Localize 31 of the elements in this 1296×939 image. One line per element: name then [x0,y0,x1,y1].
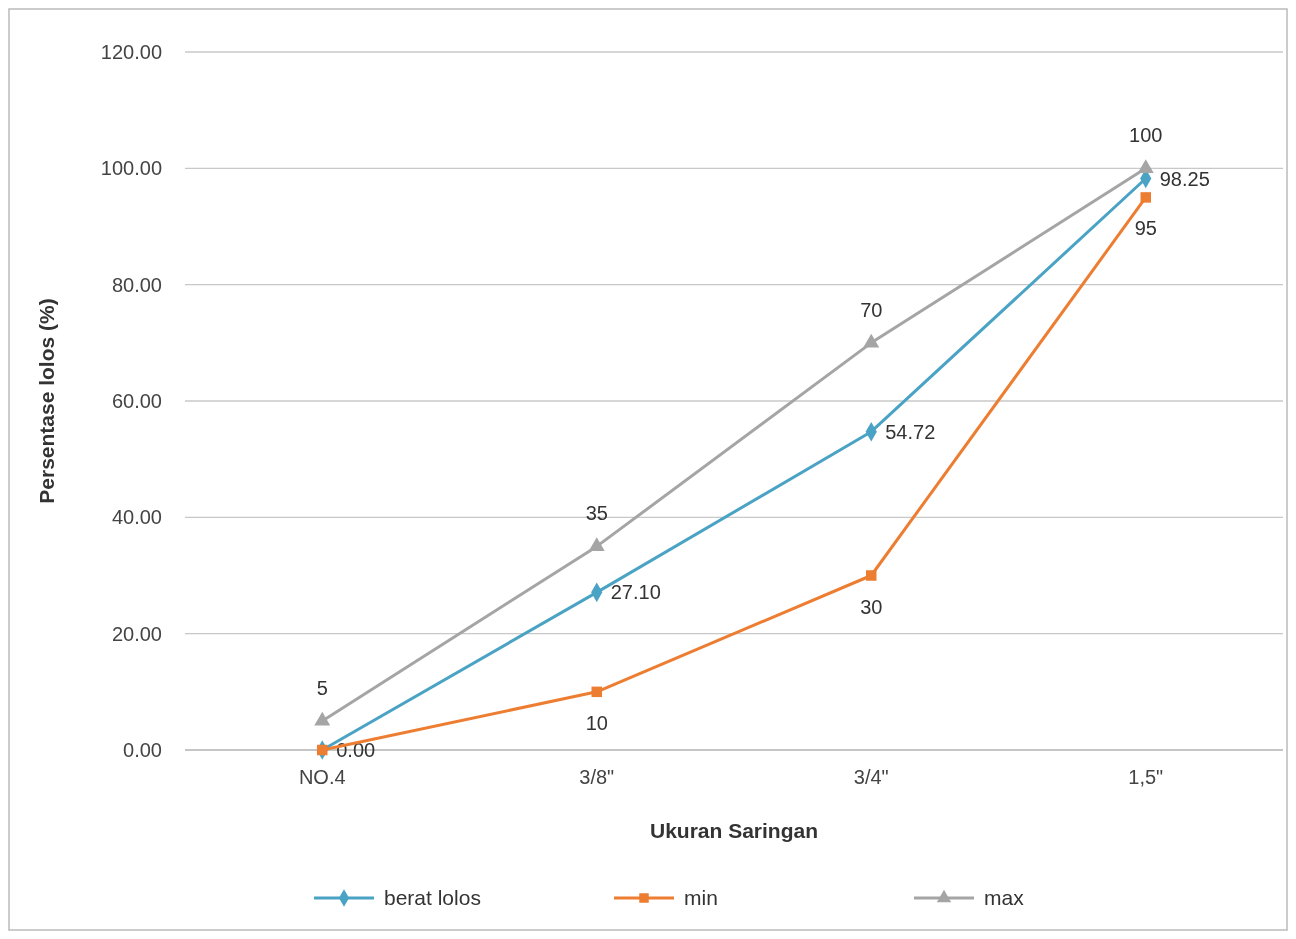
legend-label: max [984,886,1025,909]
y-tick-label: 80.00 [111,273,162,296]
x-axis-title: Ukuran Saringan [649,819,819,842]
data-label: 100 [1129,124,1163,147]
data-label: 5 [316,676,328,699]
data-label: 27.10 [610,581,661,604]
x-tick-label: 1,5" [1128,766,1164,788]
data-label: 98.25 [1159,167,1210,190]
y-tick-label: 20.00 [111,622,162,645]
data-label: 10 [585,711,608,734]
data-label: 95 [1134,217,1157,240]
y-tick-label: 0.00 [123,739,162,761]
legend-label: berat lolos [384,886,481,909]
data-label: 30 [860,595,883,618]
x-tick-label: 3/4" [853,766,889,788]
y-axis-title: Persentase lolos (%) [35,298,58,504]
y-tick-label: 40.00 [111,506,162,529]
y-tick-label: 60.00 [111,390,162,412]
y-tick-label: 120.00 [100,41,162,63]
point [591,686,602,698]
data-label: 54.72 [885,420,936,443]
point [317,744,328,756]
x-tick-label: 3/8" [579,766,615,788]
point [866,570,877,581]
point [1140,192,1151,203]
legend-label: min [684,886,718,909]
point [588,537,605,552]
y-tick-label: 100.00 [100,157,162,180]
x-tick-label: NO.4 [298,766,346,788]
data-label: 35 [585,502,608,525]
data-label: 70 [860,298,883,321]
